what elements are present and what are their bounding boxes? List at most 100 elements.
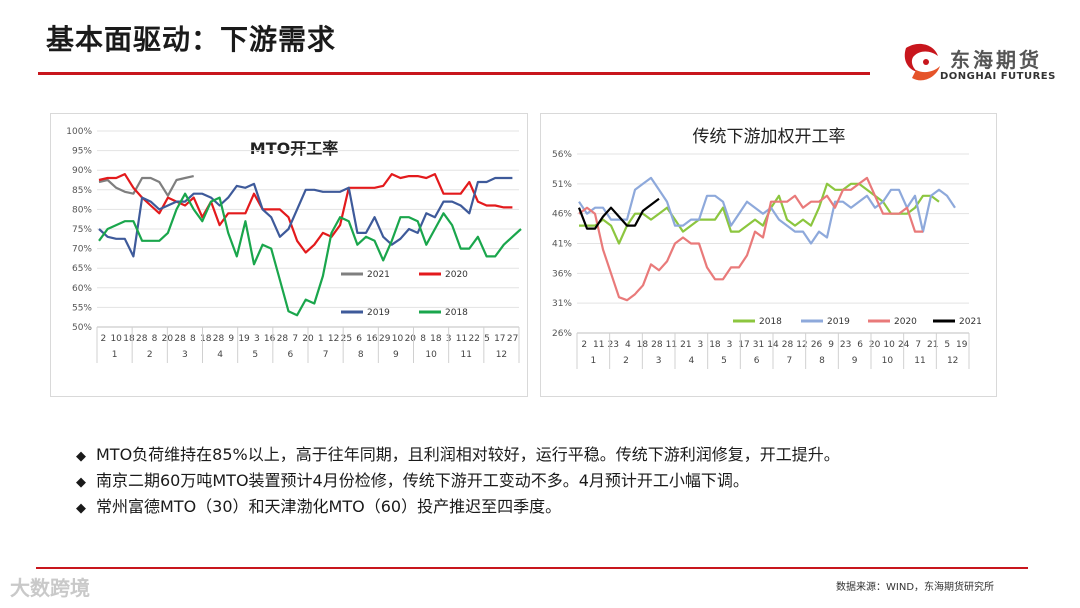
x-tick-label: 16 bbox=[366, 334, 378, 344]
x-tick-label: 28 bbox=[782, 340, 794, 350]
bullet-item: ◆ 常州富德MTO（30）和天津渤化MTO（60）投产推迟至四季度。 bbox=[76, 495, 1056, 521]
month-label: 11 bbox=[461, 350, 472, 360]
x-tick-label: 8 bbox=[190, 334, 196, 344]
month-label: 2 bbox=[623, 356, 629, 366]
month-label: 5 bbox=[252, 350, 258, 360]
brand-name-en: DONGHAI FUTURES bbox=[940, 71, 1056, 82]
month-label: 1 bbox=[112, 350, 118, 360]
x-tick-label: 23 bbox=[608, 340, 619, 350]
footer-divider bbox=[36, 567, 1028, 569]
bullet-item: ◆ MTO负荷维持在85%以上，高于往年同期，且利润相对较好，运行平稳。传统下游利… bbox=[76, 443, 1056, 469]
month-label: 4 bbox=[688, 356, 694, 366]
data-source: 数据来源：WIND，东海期货研究所 bbox=[836, 582, 995, 593]
diamond-bullet-icon: ◆ bbox=[76, 449, 86, 464]
x-tick-label: 17 bbox=[738, 340, 749, 350]
y-tick-label: 36% bbox=[552, 269, 572, 279]
x-tick-label: 20 bbox=[869, 340, 881, 350]
bullet-text: MTO负荷维持在85%以上，高于往年同期，且利润相对较好，运行平稳。传统下游利润… bbox=[96, 445, 840, 464]
x-tick-label: 23 bbox=[840, 340, 851, 350]
month-label: 3 bbox=[182, 350, 188, 360]
x-tick-label: 19 bbox=[956, 340, 968, 350]
x-tick-label: 31 bbox=[753, 340, 764, 350]
chart-panel-mto: MTO开工率 100% 95% 90% 85% 80% 75% 70% 65% 60% 55% 50%… bbox=[50, 113, 528, 397]
bullet-text: 南京二期60万吨MTO装置预计4月份检修，传统下游开工变动不多。4月预计开工小幅… bbox=[96, 471, 749, 490]
x-tick-label: 4 bbox=[625, 340, 631, 350]
chart-title: MTO开工率 bbox=[250, 139, 338, 158]
bullet-list: ◆ MTO负荷维持在85%以上，高于往年同期，且利润相对较好，运行平稳。传统下游利… bbox=[76, 443, 1056, 521]
x-tick-label: 22 bbox=[469, 334, 480, 344]
y-tick-label: 26% bbox=[552, 329, 572, 339]
x-tick-label: 20 bbox=[405, 334, 417, 344]
y-tick-label: 90% bbox=[72, 166, 92, 176]
x-tick-label: 28 bbox=[277, 334, 289, 344]
x-tick-label: 18 bbox=[430, 334, 442, 344]
x-tick-label: 1 bbox=[318, 334, 324, 344]
x-tick-label: 27 bbox=[507, 334, 518, 344]
x-tick-label: 11 bbox=[666, 340, 677, 350]
series-line-2018 bbox=[579, 182, 940, 245]
title-divider bbox=[38, 72, 870, 75]
y-tick-label: 55% bbox=[72, 303, 92, 313]
x-tick-label: 18 bbox=[709, 340, 721, 350]
diamond-bullet-icon: ◆ bbox=[76, 501, 86, 516]
x-tick-label: 21 bbox=[680, 340, 691, 350]
x-tick-label: 5 bbox=[484, 334, 490, 344]
brand-logo-icon bbox=[904, 43, 940, 81]
legend-label: 2021 bbox=[367, 270, 390, 280]
legend-label: 2021 bbox=[959, 317, 982, 327]
legend-label: 2019 bbox=[827, 317, 850, 327]
series-line-2021 bbox=[577, 197, 660, 230]
month-label: 8 bbox=[819, 356, 825, 366]
legend-label: 2020 bbox=[894, 317, 917, 327]
y-tick-label: 80% bbox=[72, 205, 92, 215]
month-label: 1 bbox=[590, 356, 596, 366]
x-tick-label: 28 bbox=[136, 334, 148, 344]
diamond-bullet-icon: ◆ bbox=[76, 475, 86, 490]
month-label: 8 bbox=[358, 350, 364, 360]
y-tick-label: 56% bbox=[552, 150, 572, 160]
x-tick-label: 5 bbox=[944, 340, 950, 350]
series-line-2020 bbox=[98, 172, 513, 254]
y-tick-label: 60% bbox=[72, 284, 92, 294]
x-tick-label: 16 bbox=[264, 334, 276, 344]
x-tick-label: 7 bbox=[915, 340, 921, 350]
month-label: 12 bbox=[947, 356, 958, 366]
x-tick-label: 8 bbox=[152, 334, 158, 344]
month-label: 3 bbox=[656, 356, 662, 366]
mto-operating-rate-chart: MTO开工率 100% 95% 90% 85% 80% 75% 70% 65% 60% 55% 50%… bbox=[66, 127, 522, 363]
x-tick-label: 19 bbox=[238, 334, 250, 344]
y-tick-label: 100% bbox=[66, 127, 92, 137]
x-tick-label: 9 bbox=[228, 334, 234, 344]
legend-label: 2020 bbox=[445, 270, 468, 280]
month-label: 10 bbox=[425, 350, 437, 360]
series-line-2018 bbox=[98, 192, 522, 317]
y-tick-label: 75% bbox=[72, 225, 92, 235]
y-tick-label: 70% bbox=[72, 245, 92, 255]
legend-label: 2018 bbox=[445, 308, 468, 318]
month-label: 6 bbox=[754, 356, 760, 366]
x-tick-label: 17 bbox=[494, 334, 505, 344]
x-tick-label: 18 bbox=[123, 334, 135, 344]
x-tick-label: 7 bbox=[292, 334, 298, 344]
x-tick-label: 29 bbox=[379, 334, 391, 344]
x-tick-label: 6 bbox=[356, 334, 362, 344]
month-label: 5 bbox=[721, 356, 727, 366]
x-tick-label: 6 bbox=[857, 340, 863, 350]
x-tick-label: 12 bbox=[328, 334, 339, 344]
page-title: 基本面驱动：下游需求 bbox=[46, 23, 337, 56]
bullet-item: ◆ 南京二期60万吨MTO装置预计4月份检修，传统下游开工变动不多。4月预计开工小… bbox=[76, 469, 1056, 495]
x-tick-label: 11 bbox=[456, 334, 467, 344]
month-label: 11 bbox=[914, 356, 925, 366]
chart-panel-traditional: 传统下游加权开工率 56% 51% 46% 41% 36% 31% 26% 2 11 23 4 18 28… bbox=[540, 113, 997, 397]
month-label: 9 bbox=[393, 350, 399, 360]
x-tick-label: 8 bbox=[420, 334, 426, 344]
x-tick-label: 26 bbox=[811, 340, 823, 350]
legend-label: 2019 bbox=[367, 308, 390, 318]
chart-title: 传统下游加权开工率 bbox=[693, 127, 846, 147]
y-tick-label: 31% bbox=[552, 299, 572, 309]
series-line-2019 bbox=[578, 176, 956, 245]
y-tick-label: 46% bbox=[552, 210, 572, 220]
y-tick-label: 51% bbox=[552, 180, 572, 190]
bullet-text: 常州富德MTO（30）和天津渤化MTO（60）投产推迟至四季度。 bbox=[96, 497, 562, 516]
month-label: 9 bbox=[852, 356, 858, 366]
